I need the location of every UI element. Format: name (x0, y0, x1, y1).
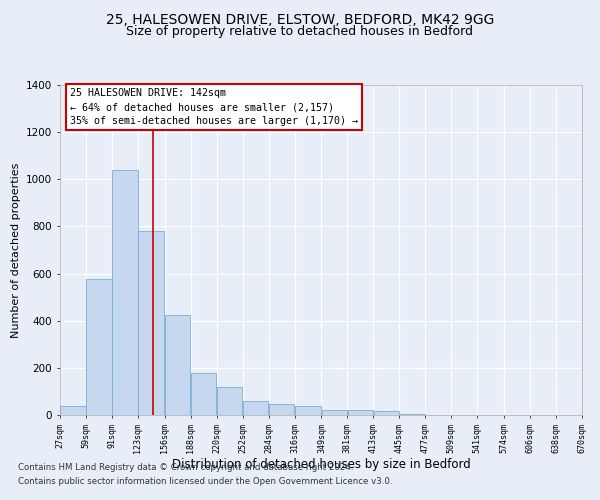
Bar (400, 414, 425, 415)
Bar (61, 406, 86, 415)
X-axis label: Distribution of detached houses by size in Bedford: Distribution of detached houses by size … (172, 458, 470, 471)
Bar (86, 280, 112, 415)
Bar (191, 372, 217, 415)
Text: 25, HALESOWEN DRIVE, ELSTOW, BEDFORD, MK42 9GG: 25, HALESOWEN DRIVE, ELSTOW, BEDFORD, MK… (106, 12, 494, 26)
Bar (165, 315, 190, 415)
Text: Contains HM Land Registry data © Crown copyright and database right 2024.: Contains HM Land Registry data © Crown c… (18, 464, 353, 472)
Text: Size of property relative to detached houses in Bedford: Size of property relative to detached ho… (127, 25, 473, 38)
Bar (138, 231, 164, 415)
Bar (217, 386, 242, 415)
Bar (322, 410, 347, 415)
Y-axis label: Number of detached properties: Number of detached properties (11, 162, 20, 338)
Bar (374, 412, 399, 415)
Bar (348, 410, 373, 415)
Bar (112, 170, 137, 415)
Text: Contains public sector information licensed under the Open Government Licence v3: Contains public sector information licen… (18, 477, 392, 486)
Text: 25 HALESOWEN DRIVE: 142sqm
← 64% of detached houses are smaller (2,157)
35% of s: 25 HALESOWEN DRIVE: 142sqm ← 64% of deta… (70, 88, 358, 126)
Bar (269, 404, 294, 415)
Bar (243, 402, 268, 415)
Bar (295, 406, 321, 415)
